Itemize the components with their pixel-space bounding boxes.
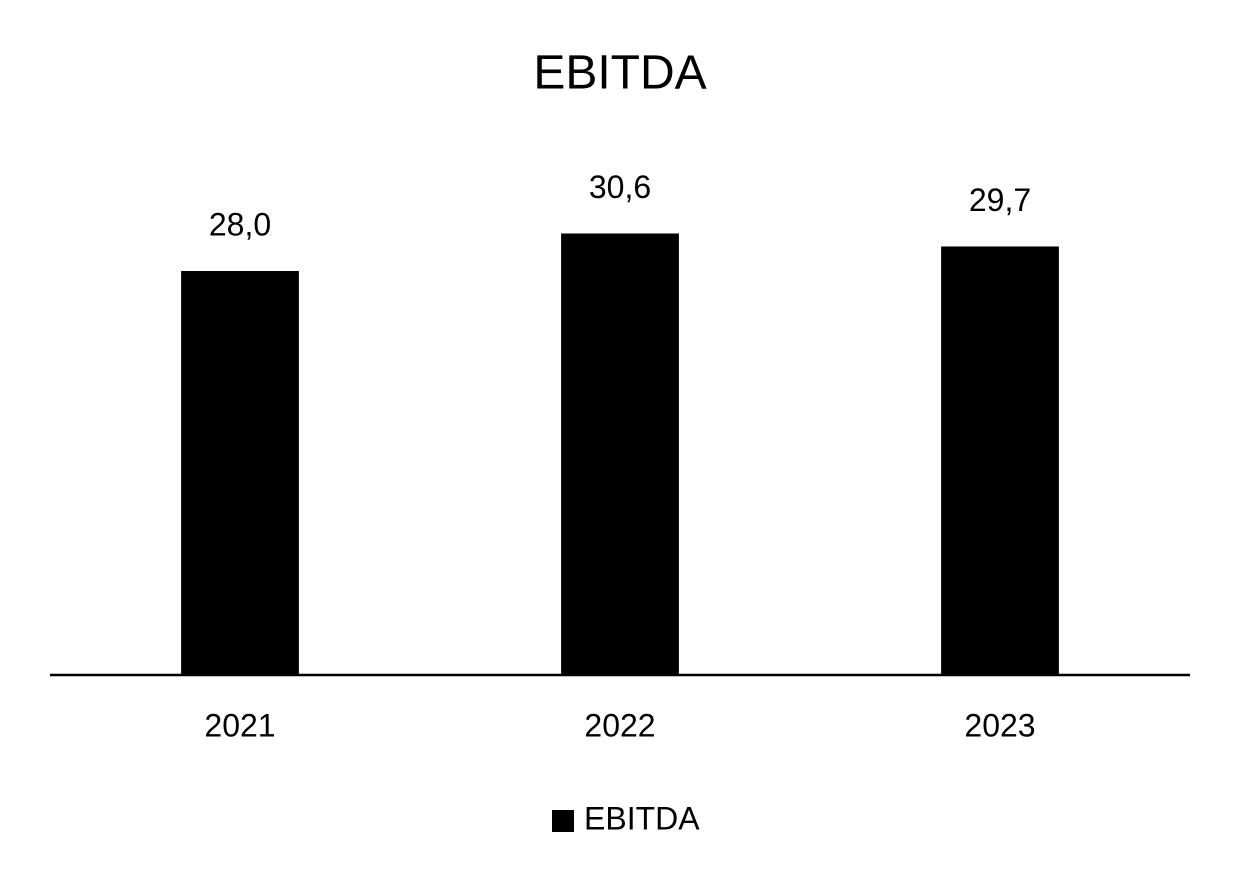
- bar: [181, 271, 299, 675]
- data-label: 28,0: [209, 206, 271, 242]
- legend-swatch: [552, 810, 574, 832]
- chart-title: EBITDA: [533, 47, 706, 100]
- x-tick-label: 2023: [964, 707, 1035, 743]
- x-tick-label: 2022: [584, 707, 655, 743]
- data-label: 29,7: [969, 182, 1031, 218]
- bar: [941, 246, 1059, 675]
- bar: [561, 233, 679, 675]
- x-tick-label: 2021: [204, 707, 275, 743]
- data-label: 30,6: [589, 169, 651, 205]
- legend-label: EBITDA: [584, 800, 700, 836]
